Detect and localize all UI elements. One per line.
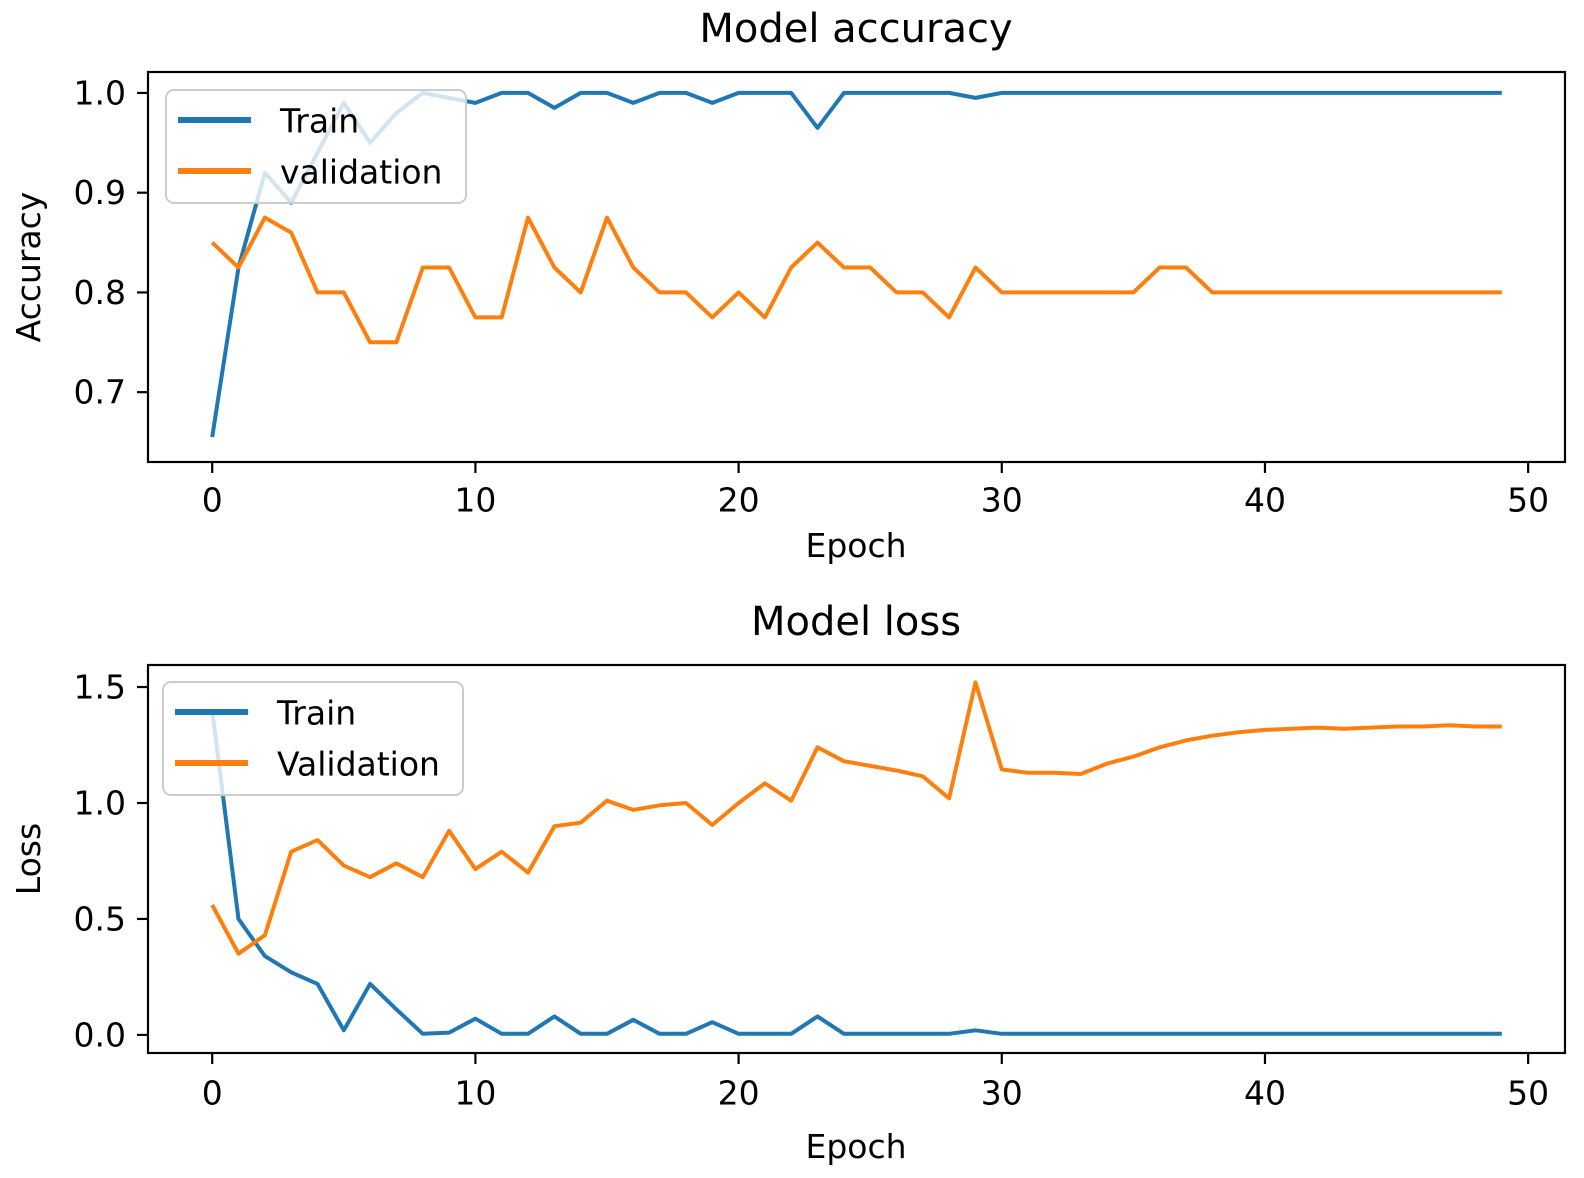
- accuracy-xlabel: Epoch: [805, 526, 906, 565]
- loss-xtick-label: 0: [202, 1074, 223, 1113]
- accuracy-xtick-label: 30: [981, 481, 1023, 520]
- accuracy-ylabel: Accuracy: [9, 192, 48, 343]
- loss-legend: Train Validation: [162, 681, 464, 796]
- loss-xlabel: Epoch: [805, 1127, 906, 1166]
- loss-ytick-label: 0.0: [74, 1015, 126, 1054]
- loss-legend-train-label: Train: [276, 694, 356, 733]
- loss-xtick-label: 10: [454, 1074, 496, 1113]
- accuracy-axes-ticks: 0 10 20 30 40 50 0.7 0.8 0.9 1.0: [74, 73, 1550, 519]
- loss-series-lines: [210, 680, 1502, 1036]
- accuracy-plot-border: [146, 70, 1567, 464]
- accuracy-legend: Train validation: [165, 89, 467, 204]
- accuracy-chart-title: Model accuracy: [699, 6, 1012, 52]
- accuracy-validation-line: [210, 215, 1502, 345]
- accuracy-ytick-label: 1.0: [74, 73, 126, 112]
- loss-chart-title: Model loss: [751, 599, 961, 645]
- loss-chart: Model loss 0 10 20 30 40 50 0.0 0.5 1.0 1.5 Epoch…: [9, 599, 1567, 1166]
- accuracy-xtick-label: 0: [202, 481, 223, 520]
- accuracy-legend-train-label: Train: [279, 102, 359, 141]
- accuracy-legend-validation-label: validation: [280, 153, 442, 192]
- loss-ytick-label: 0.5: [74, 899, 126, 938]
- accuracy-xtick-label: 20: [718, 481, 760, 520]
- loss-xtick-label: 20: [718, 1074, 760, 1113]
- accuracy-xtick-label: 40: [1244, 481, 1286, 520]
- accuracy-ytick-label: 0.7: [74, 373, 126, 412]
- loss-ytick-label: 1.5: [74, 668, 126, 707]
- loss-xtick-label: 30: [981, 1074, 1023, 1113]
- accuracy-ytick-label: 0.8: [74, 273, 126, 312]
- loss-plot-border: [146, 663, 1567, 1055]
- loss-xtick-label: 40: [1244, 1074, 1286, 1113]
- loss-legend-validation-label: Validation: [277, 745, 440, 784]
- loss-ytick-label: 1.0: [74, 783, 126, 822]
- loss-train-line: [210, 709, 1502, 1036]
- accuracy-xtick-label: 10: [454, 481, 496, 520]
- loss-validation-line: [210, 680, 1502, 956]
- loss-axes-ticks: 0 10 20 30 40 50 0.0 0.5 1.0 1.5: [74, 668, 1550, 1113]
- loss-ylabel: Loss: [9, 823, 48, 895]
- accuracy-ytick-label: 0.9: [74, 173, 126, 212]
- accuracy-xtick-label: 50: [1507, 481, 1549, 520]
- loss-xtick-label: 50: [1507, 1074, 1549, 1113]
- accuracy-chart: Model accuracy 0 10 20 30 40 50 0.7 0.8 0.9 1.0 E…: [9, 6, 1567, 565]
